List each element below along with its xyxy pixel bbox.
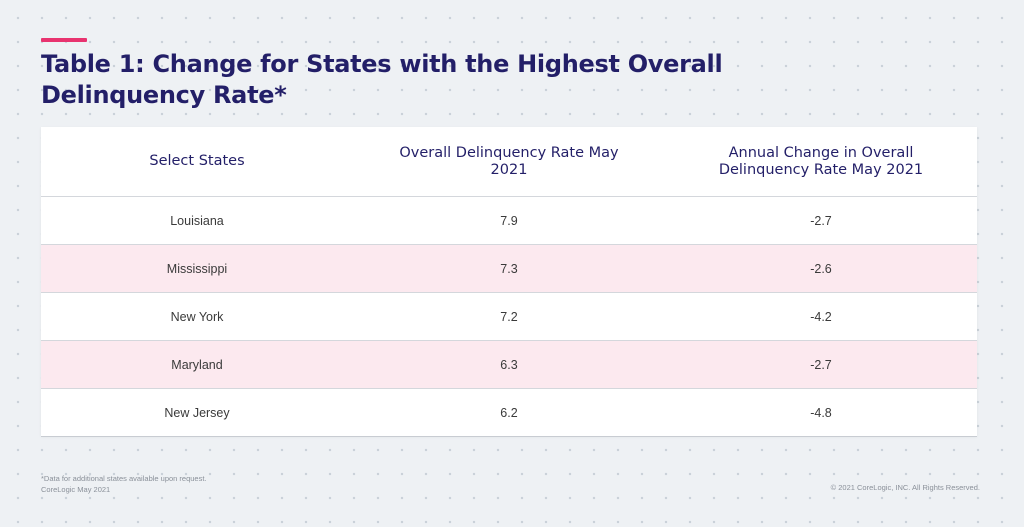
cell-change: -4.8 (665, 388, 977, 437)
cell-state: New York (41, 292, 353, 341)
column-header-change: Annual Change in Overall Delinquency Rat… (665, 127, 977, 197)
table-row: New York 7.2 -4.2 (41, 292, 977, 341)
table-header-row: Select States Overall Delinquency Rate M… (41, 127, 977, 197)
cell-rate: 7.2 (353, 292, 665, 341)
cell-change: -4.2 (665, 292, 977, 341)
cell-change: -2.7 (665, 196, 977, 245)
column-header-rate: Overall Delinquency Rate May 2021 (353, 127, 665, 197)
cell-rate: 7.9 (353, 196, 665, 245)
delinquency-table-card: Select States Overall Delinquency Rate M… (41, 127, 977, 437)
column-header-change-label: Annual Change in Overall Delinquency Rat… (718, 144, 924, 178)
table-row: Mississippi 7.3 -2.6 (41, 244, 977, 293)
copyright-notice: © 2021 CoreLogic, INC. All Rights Reserv… (830, 483, 980, 492)
footnote-line-source: CoreLogic May 2021 (41, 485, 111, 494)
table-row: Louisiana 7.9 -2.7 (41, 196, 977, 245)
footnote: *Data for additional states available up… (41, 473, 207, 495)
cell-state: Maryland (41, 340, 353, 389)
cell-state: New Jersey (41, 388, 353, 437)
cell-rate: 7.3 (353, 244, 665, 293)
delinquency-table: Select States Overall Delinquency Rate M… (41, 127, 977, 437)
table-row: New Jersey 6.2 -4.8 (41, 388, 977, 437)
footnote-line-availability: *Data for additional states available up… (41, 474, 207, 483)
cell-state: Mississippi (41, 244, 353, 293)
title-accent-bar (41, 38, 87, 42)
column-header-states: Select States (41, 127, 353, 197)
page-title: Table 1: Change for States with the High… (41, 50, 723, 109)
column-header-states-label: Select States (149, 153, 245, 169)
table-row: Maryland 6.3 -2.7 (41, 340, 977, 389)
cell-state: Louisiana (41, 196, 353, 245)
cell-rate: 6.2 (353, 388, 665, 437)
cell-change: -2.6 (665, 244, 977, 293)
cell-rate: 6.3 (353, 340, 665, 389)
column-header-rate-label: Overall Delinquency Rate May 2021 (399, 144, 619, 178)
cell-change: -2.7 (665, 340, 977, 389)
